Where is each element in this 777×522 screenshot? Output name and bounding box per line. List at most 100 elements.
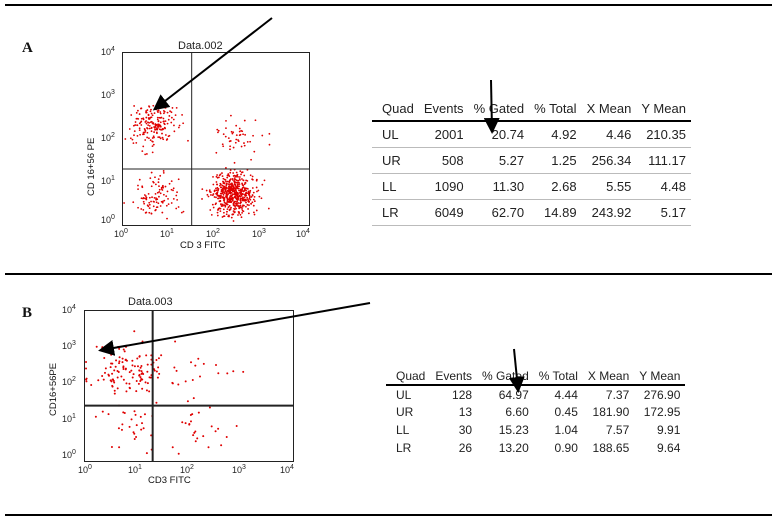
panel-a-ytick-0: 100 bbox=[101, 214, 115, 225]
panel-a-xtick-0: 100 bbox=[114, 228, 128, 239]
data-point bbox=[148, 105, 151, 108]
data-point bbox=[148, 211, 151, 214]
data-point bbox=[197, 357, 200, 360]
data-point bbox=[142, 373, 145, 376]
cell: UR bbox=[396, 405, 414, 419]
data-point bbox=[221, 192, 224, 194]
data-point bbox=[207, 446, 210, 449]
data-point bbox=[214, 430, 217, 433]
data-point bbox=[167, 197, 169, 200]
cell: 30 bbox=[458, 423, 473, 437]
data-point bbox=[85, 361, 88, 364]
data-point bbox=[148, 390, 151, 393]
data-point bbox=[148, 137, 150, 140]
cell: 128 bbox=[452, 387, 473, 402]
data-point bbox=[133, 365, 136, 368]
data-point bbox=[139, 380, 142, 383]
data-point bbox=[237, 214, 239, 216]
cell: 15.23 bbox=[498, 423, 529, 437]
data-point bbox=[234, 184, 237, 187]
data-point bbox=[140, 117, 143, 120]
data-point bbox=[97, 379, 100, 382]
data-point bbox=[250, 196, 253, 198]
data-point bbox=[224, 187, 227, 190]
data-point bbox=[111, 378, 114, 381]
data-point bbox=[157, 202, 160, 205]
data-point bbox=[155, 127, 158, 130]
data-point bbox=[251, 201, 254, 204]
data-point bbox=[245, 187, 248, 190]
data-point bbox=[231, 178, 234, 180]
data-point bbox=[175, 369, 178, 372]
data-point bbox=[251, 175, 254, 178]
data-point bbox=[145, 122, 148, 125]
data-point bbox=[135, 390, 138, 393]
table-row: UR 13 6.60 0.45 181.90 172.95 bbox=[386, 403, 685, 421]
data-point bbox=[162, 109, 165, 112]
data-point bbox=[235, 138, 238, 141]
panel-b-ytick-2: 102 bbox=[62, 376, 76, 387]
data-point bbox=[256, 190, 258, 193]
cell: 11.30 bbox=[492, 178, 525, 194]
data-point bbox=[235, 134, 238, 137]
data-point bbox=[172, 198, 175, 200]
data-point bbox=[177, 126, 180, 129]
data-point bbox=[136, 365, 139, 368]
data-point bbox=[163, 122, 166, 125]
data-point bbox=[224, 189, 227, 191]
data-point bbox=[230, 197, 233, 200]
data-point bbox=[232, 202, 235, 205]
data-point bbox=[101, 410, 104, 413]
data-point bbox=[151, 140, 154, 143]
data-point bbox=[227, 137, 230, 140]
data-point bbox=[231, 199, 234, 202]
cell: 4.44 bbox=[554, 387, 578, 402]
data-point bbox=[114, 365, 117, 368]
cell: 13.20 bbox=[498, 441, 529, 455]
col-events: Events bbox=[435, 368, 473, 383]
data-point bbox=[159, 121, 162, 124]
data-point bbox=[228, 201, 230, 203]
data-point bbox=[149, 110, 152, 113]
data-point bbox=[241, 196, 244, 199]
data-point bbox=[237, 196, 239, 199]
data-point bbox=[237, 202, 240, 204]
cluster-ul bbox=[85, 330, 180, 395]
data-point bbox=[171, 107, 174, 109]
data-point bbox=[135, 436, 138, 439]
data-point bbox=[222, 133, 225, 136]
data-point bbox=[218, 176, 220, 179]
panel-b-scatter-plot bbox=[84, 310, 294, 462]
data-point bbox=[222, 177, 225, 180]
panel-a-ytick-3: 103 bbox=[101, 89, 115, 100]
data-point bbox=[210, 194, 212, 196]
data-point bbox=[166, 138, 169, 140]
data-point bbox=[202, 435, 205, 438]
data-point bbox=[235, 171, 238, 174]
cell: 2.68 bbox=[551, 178, 577, 194]
data-point bbox=[247, 212, 250, 215]
data-point bbox=[115, 359, 118, 362]
cluster-ll bbox=[94, 401, 158, 455]
data-point bbox=[122, 365, 125, 368]
data-point bbox=[149, 139, 152, 142]
data-point bbox=[230, 194, 233, 197]
data-point bbox=[234, 175, 237, 177]
data-point bbox=[252, 191, 255, 194]
data-point bbox=[128, 382, 131, 385]
data-point bbox=[230, 206, 232, 209]
data-point bbox=[118, 446, 121, 449]
data-point bbox=[230, 182, 233, 185]
data-point bbox=[146, 109, 149, 111]
data-point bbox=[155, 197, 157, 200]
data-point bbox=[150, 112, 153, 115]
data-point bbox=[118, 362, 121, 365]
data-point bbox=[134, 121, 137, 123]
data-point bbox=[220, 186, 223, 189]
data-point bbox=[199, 375, 202, 378]
data-point bbox=[237, 179, 240, 182]
data-point bbox=[225, 167, 227, 169]
data-point bbox=[234, 141, 237, 144]
data-point bbox=[260, 197, 263, 200]
data-point bbox=[138, 129, 141, 132]
